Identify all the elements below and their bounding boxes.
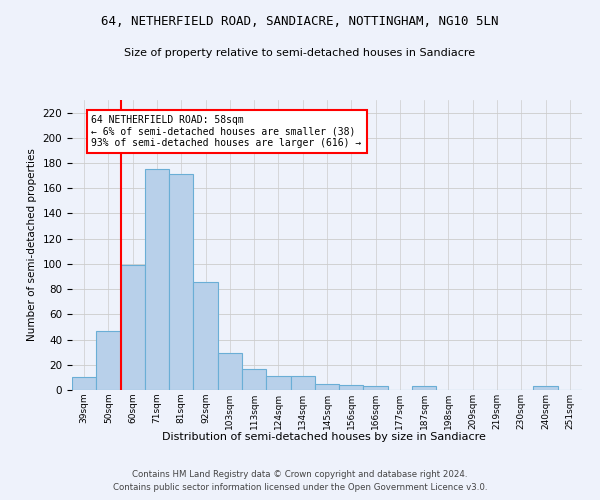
Text: 64, NETHERFIELD ROAD, SANDIACRE, NOTTINGHAM, NG10 5LN: 64, NETHERFIELD ROAD, SANDIACRE, NOTTING… bbox=[101, 15, 499, 28]
Bar bbox=[266, 376, 290, 390]
Text: Size of property relative to semi-detached houses in Sandiacre: Size of property relative to semi-detach… bbox=[124, 48, 476, 58]
Bar bbox=[315, 384, 339, 390]
Bar bbox=[193, 282, 218, 390]
Bar bbox=[242, 368, 266, 390]
Bar bbox=[72, 378, 96, 390]
Bar bbox=[533, 386, 558, 390]
Bar bbox=[412, 386, 436, 390]
Bar bbox=[339, 385, 364, 390]
Bar bbox=[121, 265, 145, 390]
Bar bbox=[96, 330, 121, 390]
Bar bbox=[290, 376, 315, 390]
Bar bbox=[145, 170, 169, 390]
Bar bbox=[364, 386, 388, 390]
Bar bbox=[169, 174, 193, 390]
Text: Contains HM Land Registry data © Crown copyright and database right 2024.: Contains HM Land Registry data © Crown c… bbox=[132, 470, 468, 479]
Bar bbox=[218, 354, 242, 390]
Text: Contains public sector information licensed under the Open Government Licence v3: Contains public sector information licen… bbox=[113, 482, 487, 492]
Text: Distribution of semi-detached houses by size in Sandiacre: Distribution of semi-detached houses by … bbox=[162, 432, 486, 442]
Y-axis label: Number of semi-detached properties: Number of semi-detached properties bbox=[27, 148, 37, 342]
Text: 64 NETHERFIELD ROAD: 58sqm
← 6% of semi-detached houses are smaller (38)
93% of : 64 NETHERFIELD ROAD: 58sqm ← 6% of semi-… bbox=[91, 115, 362, 148]
